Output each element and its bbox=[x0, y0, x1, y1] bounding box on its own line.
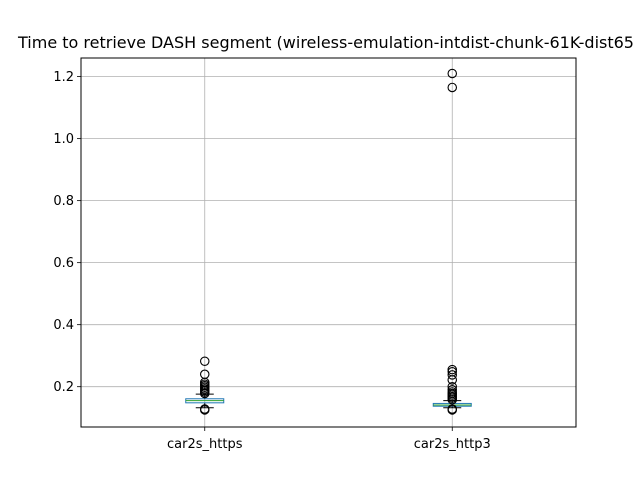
y-tick-label: 1.0 bbox=[53, 132, 74, 147]
box-layer bbox=[185, 68, 472, 415]
outlier-point bbox=[200, 369, 210, 380]
outlier-point bbox=[447, 370, 457, 380]
y-tick-label: 0.6 bbox=[53, 256, 74, 271]
outlier-point bbox=[447, 68, 457, 79]
outlier-point bbox=[200, 356, 210, 367]
outlier-point bbox=[447, 405, 457, 415]
plot-frame bbox=[80, 57, 577, 428]
outlier-point bbox=[447, 82, 457, 93]
axis-layer: 0.2 0.4 0.6 0.8 1.0 1.2 car2s_https car2s_http3 bbox=[53, 70, 490, 452]
x-tick-label: car2s_https bbox=[167, 437, 243, 452]
box-group bbox=[185, 356, 225, 415]
outlier-point bbox=[447, 364, 457, 375]
y-tick-label: 0.8 bbox=[53, 194, 74, 209]
box-group bbox=[432, 68, 472, 415]
outlier-point bbox=[200, 405, 210, 415]
x-tick-label: car2s_http3 bbox=[414, 437, 491, 452]
outlier-point bbox=[447, 381, 457, 392]
outlier-point bbox=[447, 385, 457, 395]
grid-layer bbox=[81, 58, 576, 427]
y-tick-label: 0.4 bbox=[53, 318, 74, 333]
y-tick-label: 1.2 bbox=[53, 70, 74, 85]
chart-title: Time to retrieve DASH segment (wireless-… bbox=[17, 33, 634, 52]
y-tick-label: 0.2 bbox=[53, 380, 74, 395]
